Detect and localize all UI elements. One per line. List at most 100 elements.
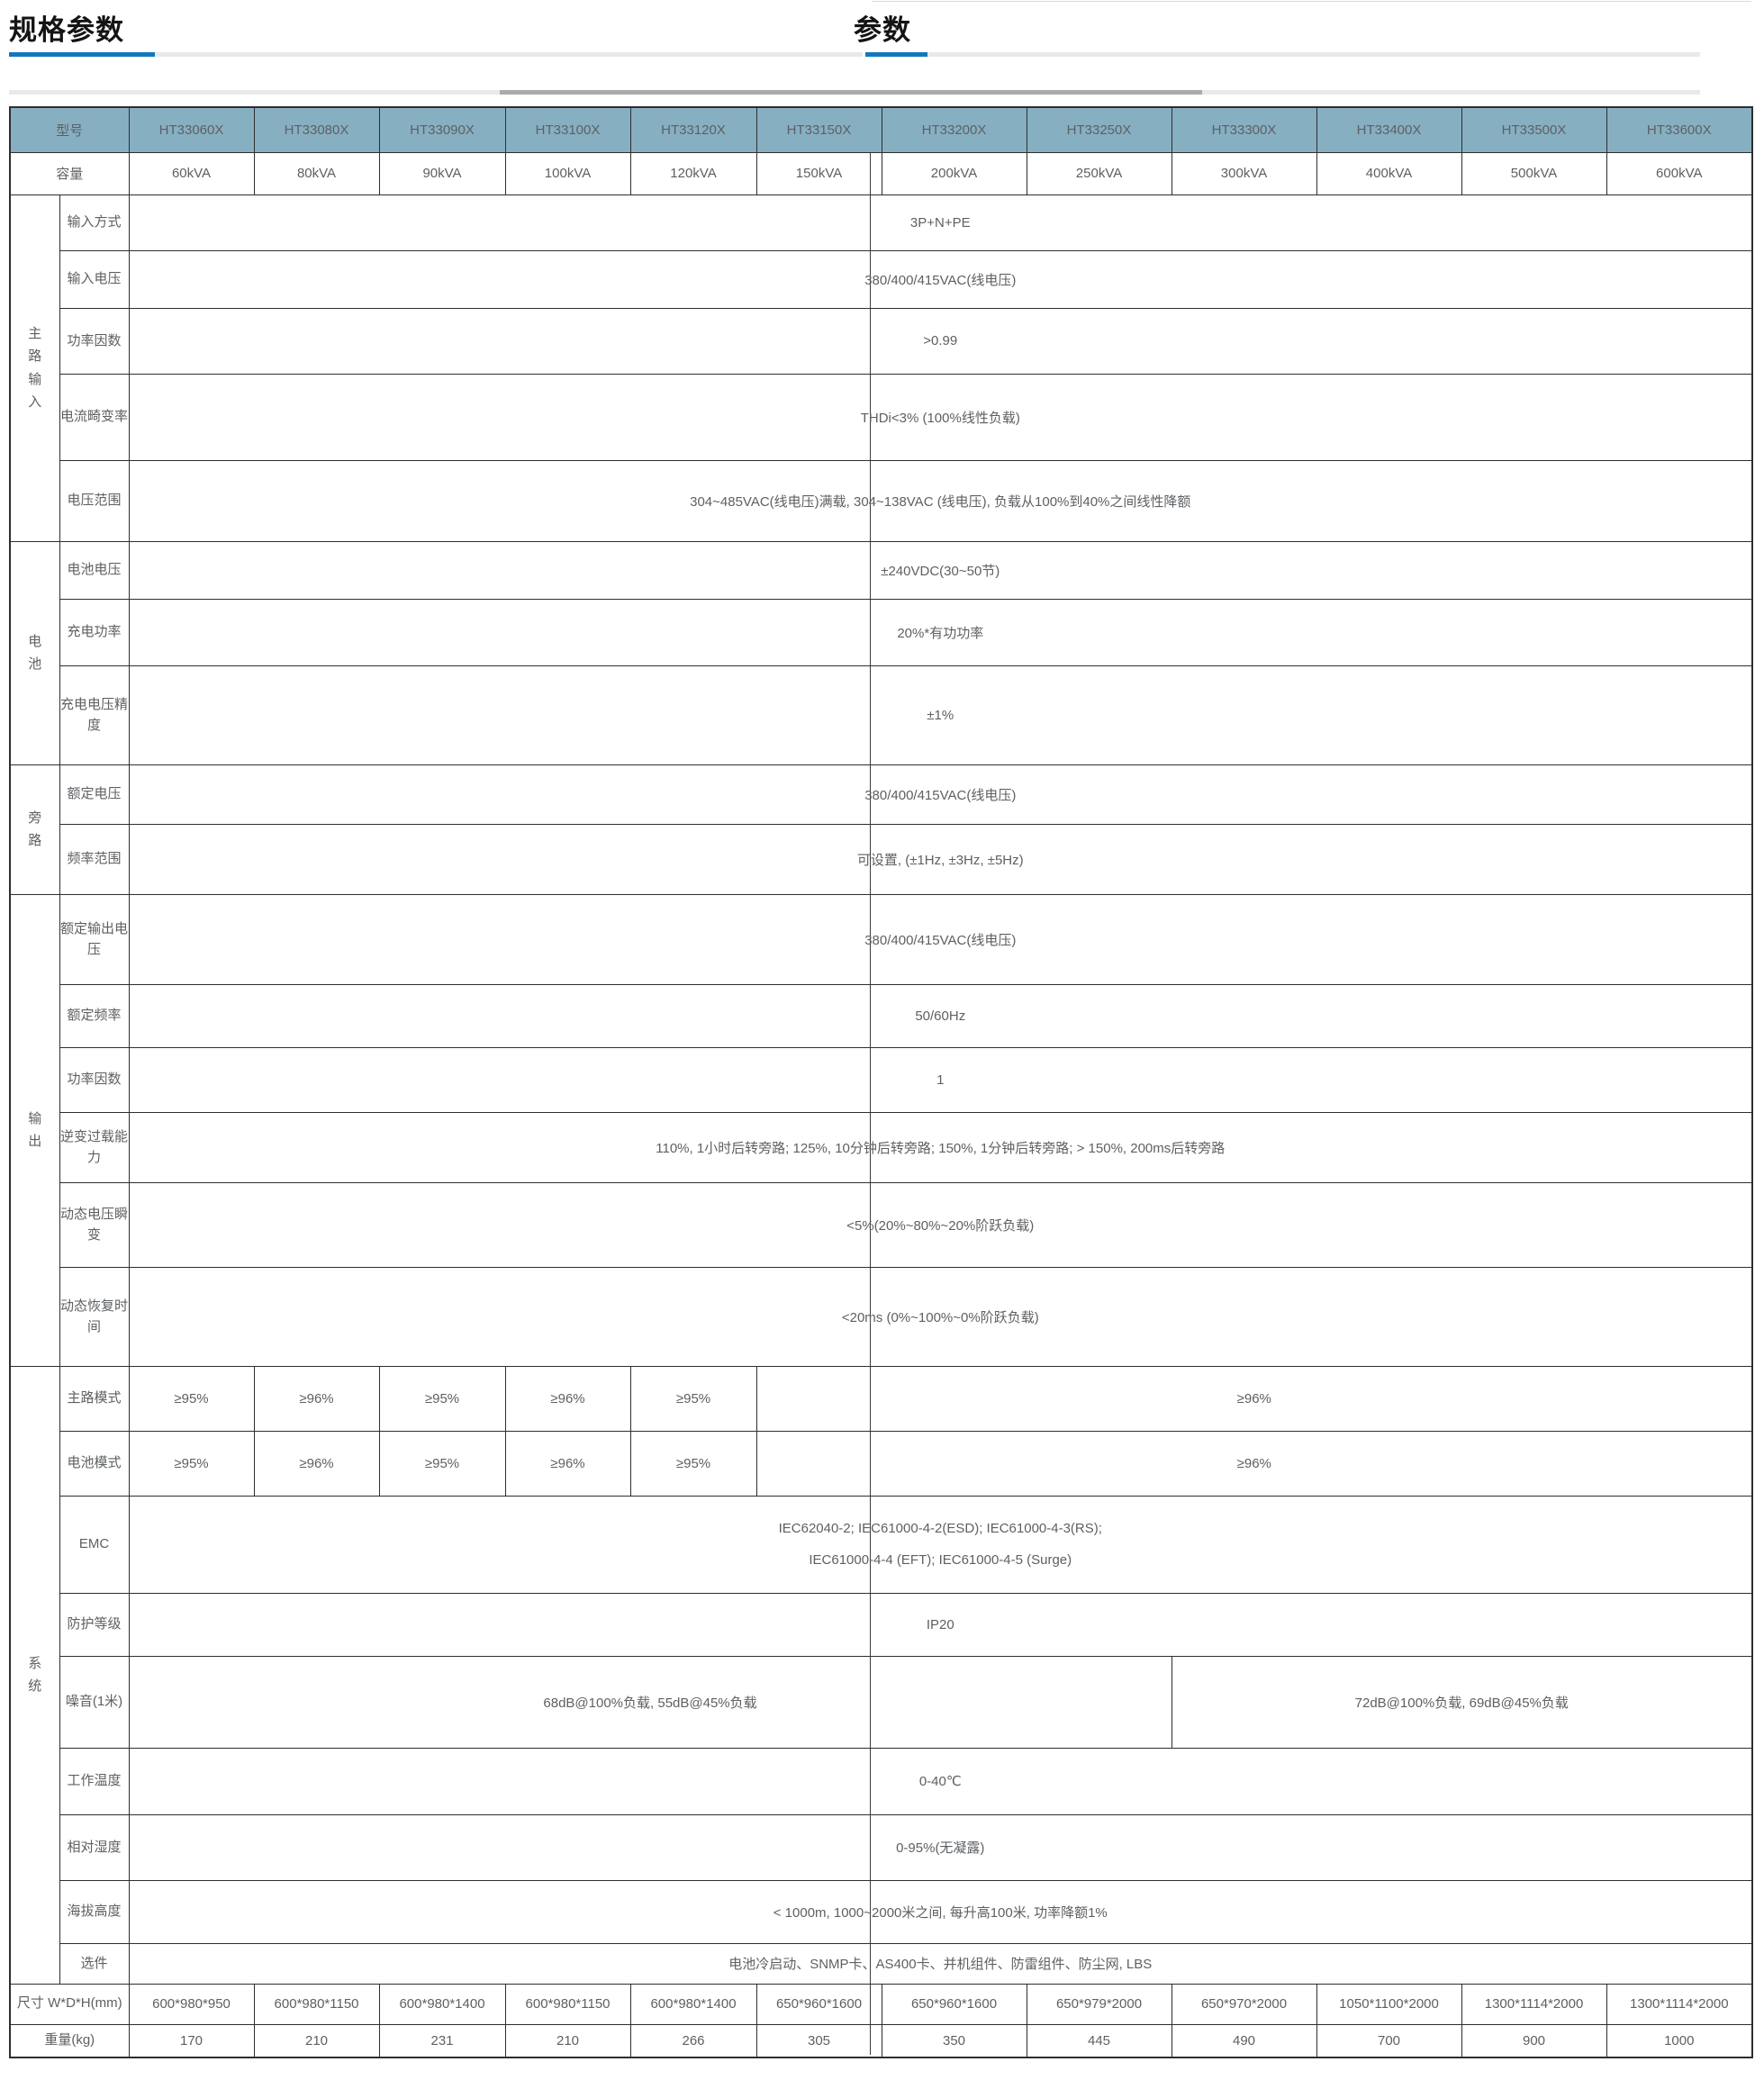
spec-value: 490 <box>1171 2023 1317 2058</box>
spec-value: ±1% <box>128 665 1753 765</box>
table-row: 输入电压 380/400/415VAC(线电压) <box>10 249 1753 309</box>
row-label: 电池模式 <box>59 1430 130 1497</box>
spec-value-line: IEC61000-4-4 (EFT); IEC61000-4-5 (Surge) <box>809 1552 1072 1568</box>
capacity-cell: 300kVA <box>1171 151 1317 195</box>
table-row: 主 路 输 入输入方式 3P+N+PE <box>9 194 1753 542</box>
table-row: 功率因数 >0.99 <box>10 307 1753 375</box>
row-label: 主路模式 <box>59 1365 130 1432</box>
model-header-cell: HT33400X <box>1316 106 1462 153</box>
table-row: 海拔高度 < 1000m, 1000~2000米之间, 每升高100米, 功率降额… <box>10 1879 1753 1944</box>
row-label: 功率因数 <box>59 1046 130 1113</box>
spec-value: 1000 <box>1606 2023 1753 2058</box>
model-header-cell: HT33080X <box>253 106 380 153</box>
row-label: 重量(kg) <box>9 2023 130 2058</box>
spec-value: <20ms (0%~100%~0%阶跃负载) <box>128 1266 1753 1367</box>
spec-value: ≥96% <box>755 1430 1753 1497</box>
spec-value: 266 <box>629 2023 757 2058</box>
title-underline <box>9 52 863 57</box>
table-row: 动态恢复时间 <20ms (0%~100%~0%阶跃负载) <box>10 1266 1753 1367</box>
group-label: 旁 路 <box>9 764 60 895</box>
spec-value: ±240VDC(30~50节) <box>128 540 1753 600</box>
table-row: 输 出额定输出电压 380/400/415VAC(线电压) <box>9 893 1753 1367</box>
spec-value: 0-40℃ <box>128 1747 1753 1815</box>
spec-value: 72dB@100%负载, 69dB@45%负载 <box>1171 1655 1753 1749</box>
table-row: 电池模式 ≥95% ≥96% ≥95% ≥96% ≥95% ≥96% <box>10 1430 1753 1497</box>
spec-value: ≥95% <box>128 1430 255 1497</box>
row-label: 尺寸 W*D*H(mm) <box>9 1983 130 2025</box>
table-row: 选件 电池冷启动、SNMP卡、AS400卡、并机组件、防雷组件、防尘网, LBS <box>10 1942 1753 1985</box>
scrollbar-thumb[interactable] <box>500 90 1202 95</box>
spec-value: 1050*1100*2000 <box>1316 1983 1462 2025</box>
spec-value: 600*980*1150 <box>253 1983 380 2025</box>
spec-value: 380/400/415VAC(线电压) <box>128 764 1753 825</box>
scrollbar-track[interactable] <box>9 90 500 95</box>
capacity-cell: 100kVA <box>504 151 631 195</box>
spec-value: 600*980*1150 <box>504 1983 631 2025</box>
title-underline-track <box>927 52 1700 57</box>
spec-value: 445 <box>1026 2023 1172 2058</box>
model-header-cell: HT33500X <box>1461 106 1607 153</box>
table-row: 额定频率 50/60Hz <box>10 983 1753 1048</box>
row-label: 频率范围 <box>59 823 130 895</box>
scrollbar-track[interactable] <box>1202 90 1700 95</box>
table-row: 噪音(1米) 68dB@100%负载, 55dB@45%负载 72dB@100%负载… <box>10 1655 1753 1749</box>
capacity-cell: 80kVA <box>253 151 380 195</box>
table-row: 型号 HT33060X HT33080X HT33090X HT33100X HT3312… <box>9 106 1753 153</box>
row-label: 额定输出电压 <box>59 893 130 985</box>
spec-value: <5%(20%~80%~20%阶跃负载) <box>128 1181 1753 1268</box>
spec-value: ≥95% <box>629 1430 757 1497</box>
horizontal-scrollbar[interactable] <box>9 90 1700 95</box>
model-header-cell: HT33100X <box>504 106 631 153</box>
spec-value: 50/60Hz <box>128 983 1753 1048</box>
table-row: 重量(kg) 170 210 231 210 266 305 350 445 490 700 900 1… <box>9 2023 1753 2058</box>
spec-value: 可设置, (±1Hz, ±3Hz, ±5Hz) <box>128 823 1753 895</box>
spec-value: 600*980*1400 <box>629 1983 757 2025</box>
spec-value: 110%, 1小时后转旁路; 125%, 10分钟后转旁路; 150%, 1分钟… <box>128 1111 1753 1183</box>
group-label: 系 统 <box>9 1365 60 1985</box>
row-label: 动态恢复时间 <box>59 1266 130 1367</box>
spec-value: 304~485VAC(线电压)满载, 304~138VAC (线电压), 负载从… <box>128 459 1753 542</box>
spec-value: 900 <box>1461 2023 1607 2058</box>
spec-value: ≥95% <box>378 1365 506 1432</box>
spec-value: 650*960*1600 <box>755 1983 882 2025</box>
row-label: 电池电压 <box>59 540 130 600</box>
table-row: 电流畸变率 THDi<3% (100%线性负载) <box>10 373 1753 461</box>
capacity-cell: 60kVA <box>128 151 255 195</box>
table-row: 工作温度 0-40℃ <box>10 1747 1753 1815</box>
table-row: 动态电压瞬变 <5%(20%~80%~20%阶跃负载) <box>10 1181 1753 1268</box>
spec-value: 650*979*2000 <box>1026 1983 1172 2025</box>
table-row: 容量 60kVA 80kVA 90kVA 100kVA 120kVA 150kVA 200kV… <box>9 151 1753 195</box>
model-header-cell: HT33300X <box>1171 106 1317 153</box>
spec-value: 650*960*1600 <box>881 1983 1027 2025</box>
spec-value: 600*980*1400 <box>378 1983 506 2025</box>
page-title-clipped: 参数 <box>854 14 911 46</box>
divider-line <box>872 1 1751 2</box>
spec-value: THDi<3% (100%线性负载) <box>128 373 1753 461</box>
spec-value: 305 <box>755 2023 882 2058</box>
row-label: 动态电压瞬变 <box>59 1181 130 1268</box>
capacity-cell: 400kVA <box>1316 151 1462 195</box>
spec-value: 380/400/415VAC(线电压) <box>128 893 1753 985</box>
capacity-cell: 120kVA <box>629 151 757 195</box>
spec-value: 231 <box>378 2023 506 2058</box>
model-row-header: 型号 <box>9 106 130 153</box>
capacity-cell: 250kVA <box>1026 151 1172 195</box>
group-label: 主 路 输 入 <box>9 194 60 542</box>
spec-value: 380/400/415VAC(线电压) <box>128 249 1753 309</box>
capacity-cell: 90kVA <box>378 151 506 195</box>
spec-value-line: IEC62040-2; IEC61000-4-2(ESD); IEC61000-… <box>778 1521 1102 1536</box>
row-label: 相对湿度 <box>59 1813 130 1881</box>
spec-value: ≥96% <box>504 1430 631 1497</box>
row-label: 电压范围 <box>59 459 130 542</box>
row-label: 充电功率 <box>59 598 130 666</box>
model-header-cell: HT33250X <box>1026 106 1172 153</box>
page-title: 规格参数 <box>9 14 124 46</box>
spec-value: 600*980*950 <box>128 1983 255 2025</box>
row-label: 额定电压 <box>59 764 130 825</box>
table-row: 旁 路额定电压 380/400/415VAC(线电压) <box>9 764 1753 895</box>
table-row: 尺寸 W*D*H(mm) 600*980*950 600*980*1150 600*9… <box>9 1983 1753 2025</box>
model-header-cell: HT33200X <box>881 106 1027 153</box>
spec-value: 650*970*2000 <box>1171 1983 1317 2025</box>
row-label: 防护等级 <box>59 1592 130 1657</box>
